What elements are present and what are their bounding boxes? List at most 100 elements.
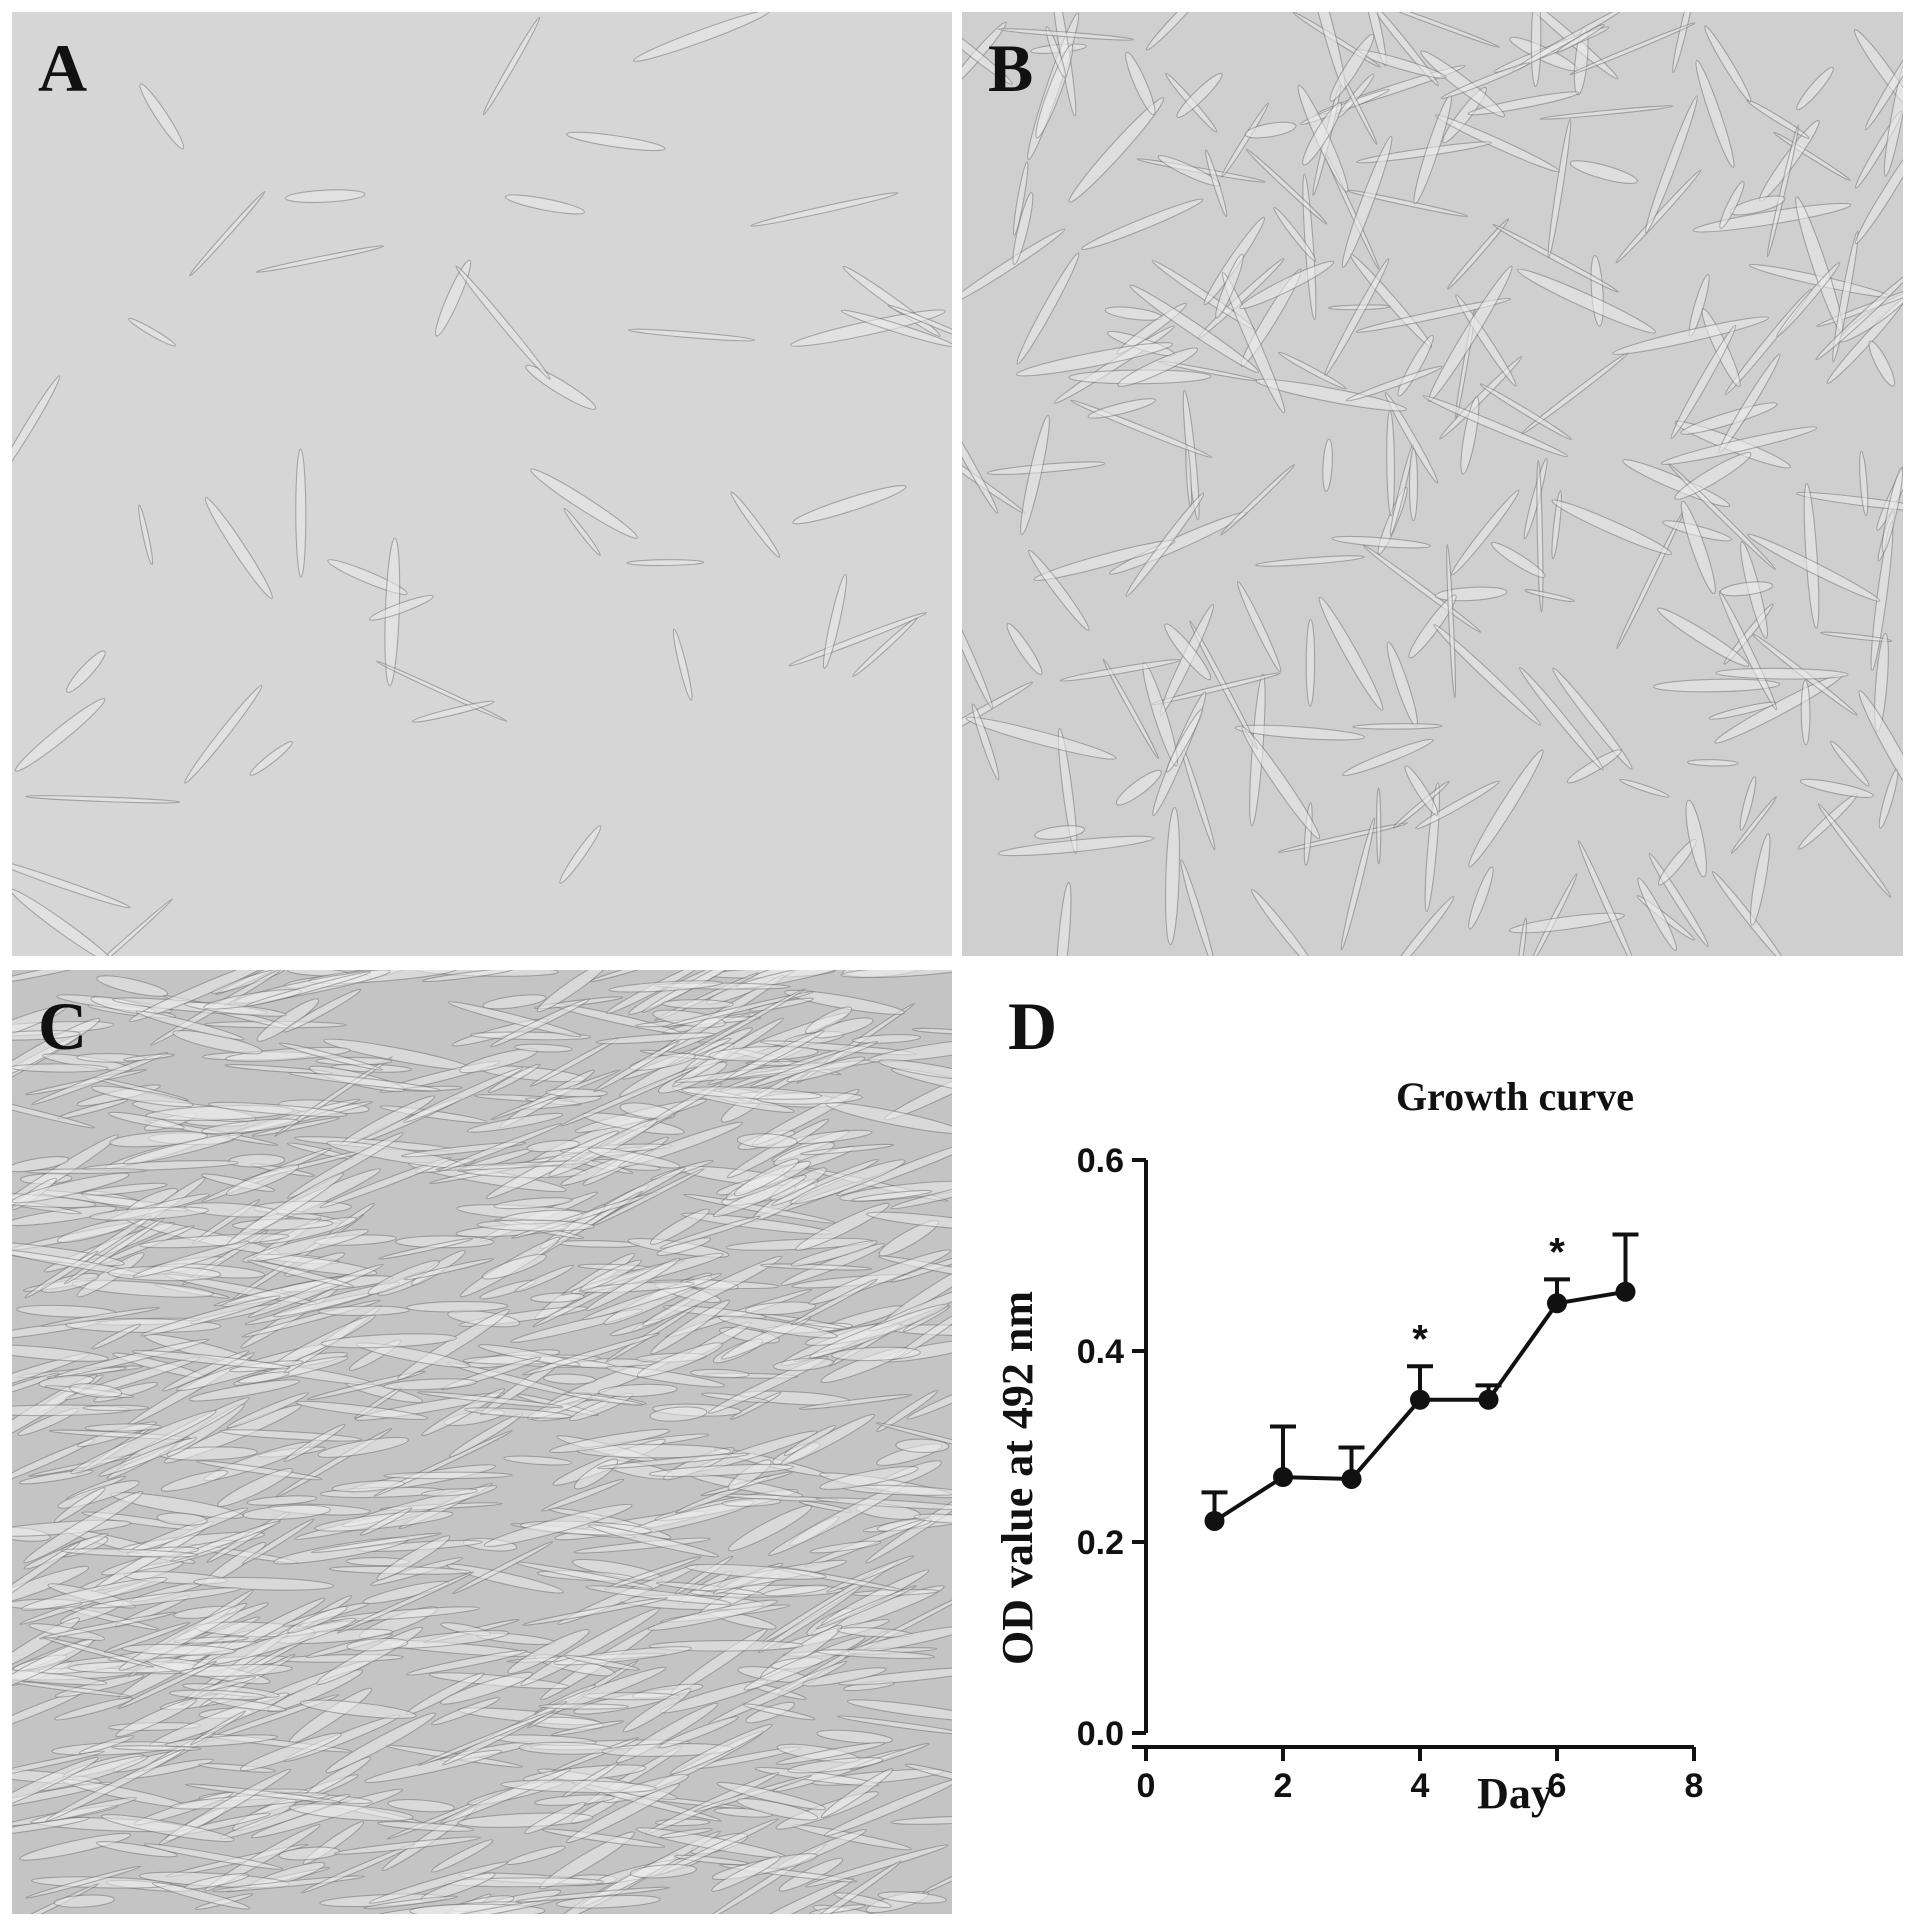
cell-shape <box>1692 202 1852 233</box>
cell-shape <box>451 1540 554 1595</box>
cell-shape <box>997 28 1134 41</box>
chart-panel-d: D Growth curve Day OD value at 492 nm 0 2… <box>962 970 1903 1914</box>
data-point <box>1410 1389 1430 1410</box>
cell-shape <box>193 1576 335 1591</box>
cell-shape <box>819 1465 919 1490</box>
cell-shape <box>1115 769 1162 806</box>
cell-shape <box>1746 99 1810 140</box>
cell-shape <box>750 192 899 227</box>
cell-shape <box>1672 12 1695 74</box>
cell-shape <box>707 1355 829 1414</box>
cell-shape <box>503 1455 572 1466</box>
cell-shape <box>878 1059 952 1081</box>
cell-shape <box>514 1264 574 1293</box>
cell-shape <box>1180 859 1216 956</box>
cell-shape <box>1057 727 1078 854</box>
cell-shape <box>744 1301 817 1316</box>
cell-shape <box>1255 378 1407 412</box>
cell-shape <box>565 1783 680 1844</box>
cell-shape <box>273 1056 393 1137</box>
cell-shape <box>780 1413 876 1466</box>
cell-shape <box>798 1860 902 1914</box>
cell-shape <box>658 1716 739 1749</box>
cell-shape <box>1050 12 1077 117</box>
cell-shape <box>877 1891 947 1904</box>
cell-shape <box>1433 624 1542 726</box>
cell-shape <box>128 970 277 1023</box>
cell-shape <box>1832 230 1859 363</box>
cell-shape <box>1796 66 1834 111</box>
cell-shape <box>1446 544 1456 699</box>
cell-shape <box>788 612 928 667</box>
cell-shape <box>1422 395 1569 458</box>
cell-shape <box>12 1638 94 1689</box>
cell-shape <box>822 573 848 669</box>
cell-shape <box>466 1112 564 1133</box>
cell-shape <box>1612 316 1770 355</box>
cell-shape <box>198 1763 277 1773</box>
cell-shape <box>1551 490 1562 560</box>
cell-shape <box>514 1043 573 1053</box>
cell-shape <box>98 1437 198 1477</box>
cell-shape <box>417 1709 557 1767</box>
cell-shape <box>627 328 756 342</box>
cell-shape <box>636 1342 723 1378</box>
cell-shape <box>1305 12 1346 90</box>
cell-shape <box>317 1436 409 1458</box>
cell-shape <box>1045 26 1067 78</box>
cell-shape <box>170 1520 282 1562</box>
cell-shape <box>1342 738 1434 777</box>
cell-shape <box>96 1841 178 1858</box>
cell-shape <box>1819 631 1893 642</box>
cell-shape <box>542 1828 666 1848</box>
micrograph-panel-c: C <box>12 970 952 1914</box>
cell-shape <box>971 703 1000 781</box>
cell-shape <box>1854 139 1903 245</box>
cell-shape <box>1404 765 1439 816</box>
cell-shape <box>184 684 263 784</box>
cell-shape <box>405 1649 528 1676</box>
cell-shape <box>1302 102 1343 166</box>
cell-shape <box>1803 482 1820 629</box>
cell-shape <box>287 1132 404 1199</box>
cell-shape <box>247 1263 384 1318</box>
cell-shape <box>1516 917 1527 956</box>
chart-title: Growth curve <box>1396 1074 1634 1119</box>
cell-shape <box>962 599 994 709</box>
cell-shape <box>1145 12 1206 51</box>
cell-shape <box>904 1763 952 1787</box>
cell-shape <box>1440 62 1530 100</box>
cell-shape <box>111 1745 202 1751</box>
cell-shape <box>629 1864 697 1879</box>
micrograph-b-image <box>962 12 1903 956</box>
cell-shape <box>377 1821 475 1832</box>
cell-shape <box>12 375 61 480</box>
cell-shape <box>483 1503 633 1548</box>
cell-shape <box>730 491 781 558</box>
cell-shape <box>563 1392 644 1406</box>
cell-shape <box>12 1565 90 1609</box>
cell-shape <box>1749 833 1771 926</box>
cell-shape <box>962 13 1013 85</box>
y-tick-label: 0.0 <box>1077 1715 1124 1753</box>
cell-shape <box>840 970 952 979</box>
cell-shape <box>430 1697 501 1726</box>
cell-shape <box>729 1391 782 1420</box>
cell-shape <box>844 1589 952 1659</box>
cell-shape <box>1221 272 1286 414</box>
cell-shape <box>160 1469 229 1492</box>
cell-shape <box>742 1703 816 1721</box>
cell-shape <box>892 1306 952 1361</box>
x-tick-label: 4 <box>1411 1767 1430 1805</box>
cell-shape <box>103 1622 191 1653</box>
significance-marker: * <box>1412 1317 1428 1361</box>
cell-shape <box>500 1779 657 1794</box>
cell-shape <box>1653 678 1781 693</box>
cell-shape <box>1569 22 1696 76</box>
cell-shape <box>592 1168 705 1227</box>
cell-shape <box>255 245 385 273</box>
cell-shape <box>1881 467 1903 553</box>
y-axis-label: OD value at 492 nm <box>993 1291 1042 1665</box>
cell-shape <box>608 980 723 993</box>
cell-shape <box>647 1599 778 1631</box>
